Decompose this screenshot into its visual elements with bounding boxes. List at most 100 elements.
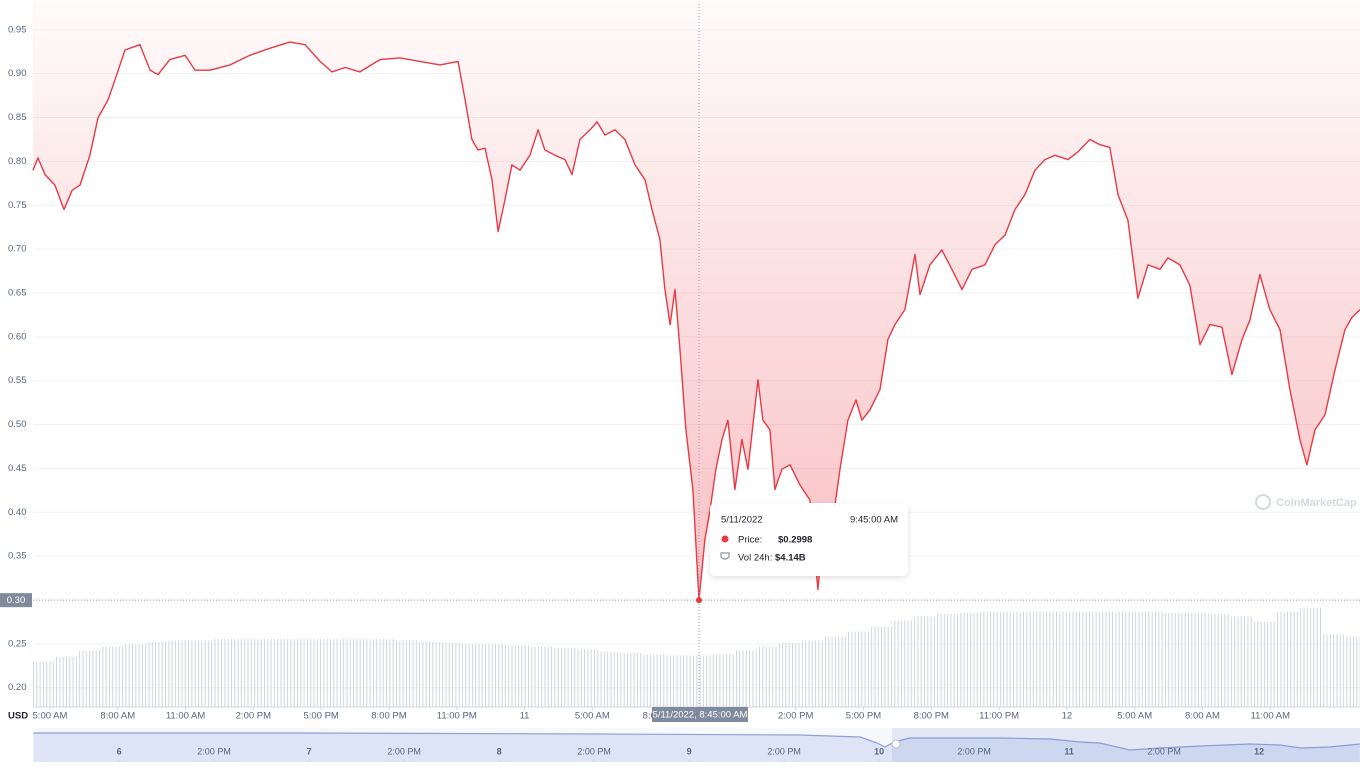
volume-bar [936,614,960,707]
crosshair-labels: 0.30 5/11/2022, 8:45:00 AM [0,593,748,722]
crosshair-y-box [0,593,32,608]
volume-bar [439,642,463,707]
volume-bar [1004,611,1028,707]
navigator-tick-label: 2:00 PM [577,746,611,756]
x-tick-label: 2:00 PM [236,711,271,722]
volume-bar [1095,611,1118,707]
watermark: CoinMarketCap [1255,494,1357,510]
volume-bar [236,639,259,707]
volume-bar [530,646,553,707]
tooltip-price-dot [721,535,729,543]
navigator-tick-label: 2:00 PM [197,746,231,756]
unit-label: USD [8,711,28,722]
crosshair-point [695,597,702,604]
x-tick-label: 11:00 PM [437,711,477,722]
volume-bar [371,639,395,707]
crosshair-x-label: 5/11/2022, 8:45:00 AM [653,710,748,721]
volume-bar [1140,611,1163,707]
x-tick-label: 5:00 AM [575,711,610,722]
navigator-tick-label: 12 [1254,746,1264,756]
volume-bar [507,645,531,707]
volume-bar [417,641,440,707]
watermark-text: CoinMarketCap [1276,497,1357,509]
volume-bar [191,640,214,707]
volume-bar [281,639,305,707]
x-tick-label: 11:00 AM [1251,711,1291,722]
volume-bar [778,642,802,707]
navigator-line [33,732,1360,751]
x-tick-label: 5:00 PM [303,711,338,722]
volume-bar [33,661,56,707]
navigator-tick-label: 2:00 PM [957,746,991,756]
y-tick-label: 0.40 [8,507,27,518]
volume-bar [914,616,937,707]
volume-bar [100,646,124,707]
x-tick-label: 5:00 AM [1117,711,1152,722]
volume-layer [33,607,1360,707]
crosshair-x-box [651,707,748,722]
volume-bar [665,655,689,707]
tooltip-price-label: Price: [738,535,762,546]
y-tick-label: 0.45 [8,463,27,474]
y-tick-label: 0.85 [8,112,27,123]
y-tick-label: 0.35 [8,551,27,562]
x-tick-label: 5:00 AM [33,711,68,722]
volume-bar [1027,611,1050,707]
watermark-logo [1255,494,1271,510]
navigator-area [33,733,1360,762]
volume-bar [1321,634,1344,707]
y-tick-label: 0.95 [8,24,27,35]
x-tick-label: 11:00 PM [979,711,1019,722]
x-tick-label: 8:00 PM [914,711,949,722]
volume-bar [756,646,779,707]
volume-bar [123,644,146,707]
navigator-tick-label: 7 [307,746,312,756]
volume-bar [394,640,418,707]
y-tick-label: 0.70 [8,244,27,255]
tooltip-date: 5/11/2022 [721,515,763,526]
volume-bar [213,639,237,707]
volume-bar [1298,607,1322,707]
volume-bar [823,636,847,707]
tooltip-price: $0.2998 [778,535,812,546]
tooltip-time: 9:45:00 AM [850,515,898,526]
volume-bar [1208,614,1231,707]
y-tick-label: 0.75 [8,200,27,211]
x-tick-label: 11:00 AM [166,711,206,722]
volume-bar [597,651,621,707]
navigator-tick-label: 11 [1064,746,1074,756]
tooltip-volume-icon [720,552,730,560]
navigator: 6 2:00 PM 7 2:00 PM 8 2:00 PM 9 2:00 PM 10 2:00 P… [33,728,1360,762]
volume-bar [1117,611,1141,707]
volume-bar [349,639,372,707]
tooltip-volume: $4.14B [775,553,806,564]
tooltip-volume-label: Vol 24h: [738,553,772,564]
y-tick-label: 0.50 [8,419,27,430]
volume-bar [1275,611,1299,707]
volume-bar [1230,616,1254,707]
tooltip-box [710,503,908,576]
plot-layer [32,0,1360,707]
price-line [32,41,1360,601]
volume-bar [710,654,734,707]
x-tick-label: 8:00 AM [1185,711,1220,722]
volume-bar [168,640,192,707]
volume-bar [1343,636,1360,707]
volume-bar [1049,611,1073,707]
y-tick-label: 0.25 [8,638,27,649]
volume-bar [891,620,915,707]
volume-bar [552,647,576,707]
crosshair-y-label: 0.30 [7,595,26,606]
y-tick-label: 0.20 [8,682,27,693]
volume-bar [846,631,870,707]
volume-bar [484,644,508,707]
volume-bar [462,644,485,707]
y-tick-label: 0.65 [8,287,27,298]
y-tick-label: 0.90 [8,68,27,79]
volume-bar [1185,612,1209,707]
volume-bar [959,612,983,707]
price-area [33,0,1360,601]
volume-bar [78,650,101,707]
